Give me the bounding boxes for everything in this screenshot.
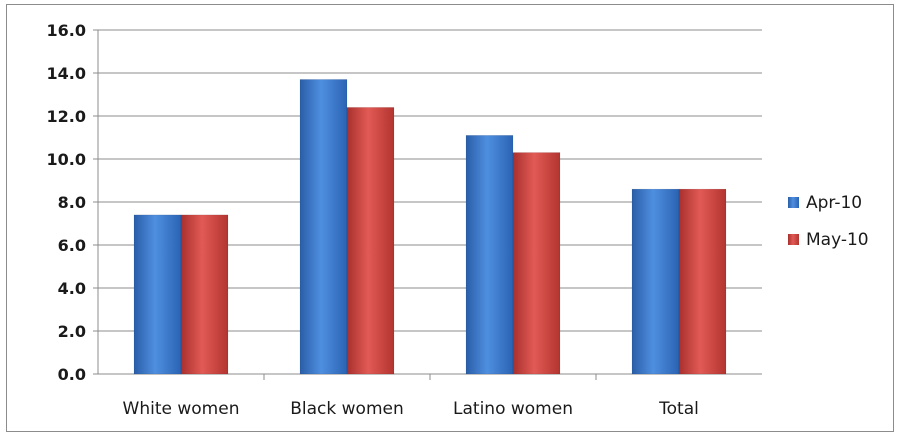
bar-may-10-black-women [346, 107, 395, 375]
axis-labels: 0.0 2.0 4.0 6.0 8.0 10.0 12.0 14.0 16.0 White wom… [47, 21, 699, 419]
bar-apr-10-total [631, 188, 680, 375]
chart-frame: 0.0 2.0 4.0 6.0 8.0 10.0 12.0 14.0 16.0 White wom… [6, 4, 894, 432]
legend-swatch-apr-10 [788, 197, 799, 208]
y-tick-label: 2.0 [58, 322, 86, 341]
y-tick-label: 12.0 [47, 107, 86, 126]
bar-may-10-white-women [180, 214, 229, 375]
legend-label: May-10 [806, 230, 869, 250]
y-tick-label: 0.0 [58, 365, 86, 384]
bars [133, 79, 727, 375]
bar-chart: 0.0 2.0 4.0 6.0 8.0 10.0 12.0 14.0 16.0 White wom… [47, 21, 869, 419]
y-tick-label: 6.0 [58, 236, 86, 255]
category-label: Total [658, 399, 699, 419]
y-tick-label: 4.0 [58, 279, 86, 298]
bar-may-10-total [678, 188, 727, 375]
legend-label: Apr-10 [806, 193, 862, 213]
y-tick-label: 14.0 [47, 64, 86, 83]
y-tick-label: 10.0 [47, 150, 86, 169]
category-label: White women [123, 399, 240, 419]
bar-apr-10-white-women [133, 214, 182, 375]
legend-swatch-may-10 [788, 234, 799, 245]
y-tick-label: 8.0 [58, 193, 86, 212]
y-tick-label: 16.0 [47, 21, 86, 40]
bar-apr-10-black-women [299, 79, 348, 375]
legend: Apr-10 May-10 [788, 193, 869, 250]
category-label: Latino women [453, 399, 573, 419]
bar-apr-10-latino-women [465, 135, 514, 375]
bar-may-10-latino-women [512, 152, 561, 375]
category-label: Black women [290, 399, 404, 419]
